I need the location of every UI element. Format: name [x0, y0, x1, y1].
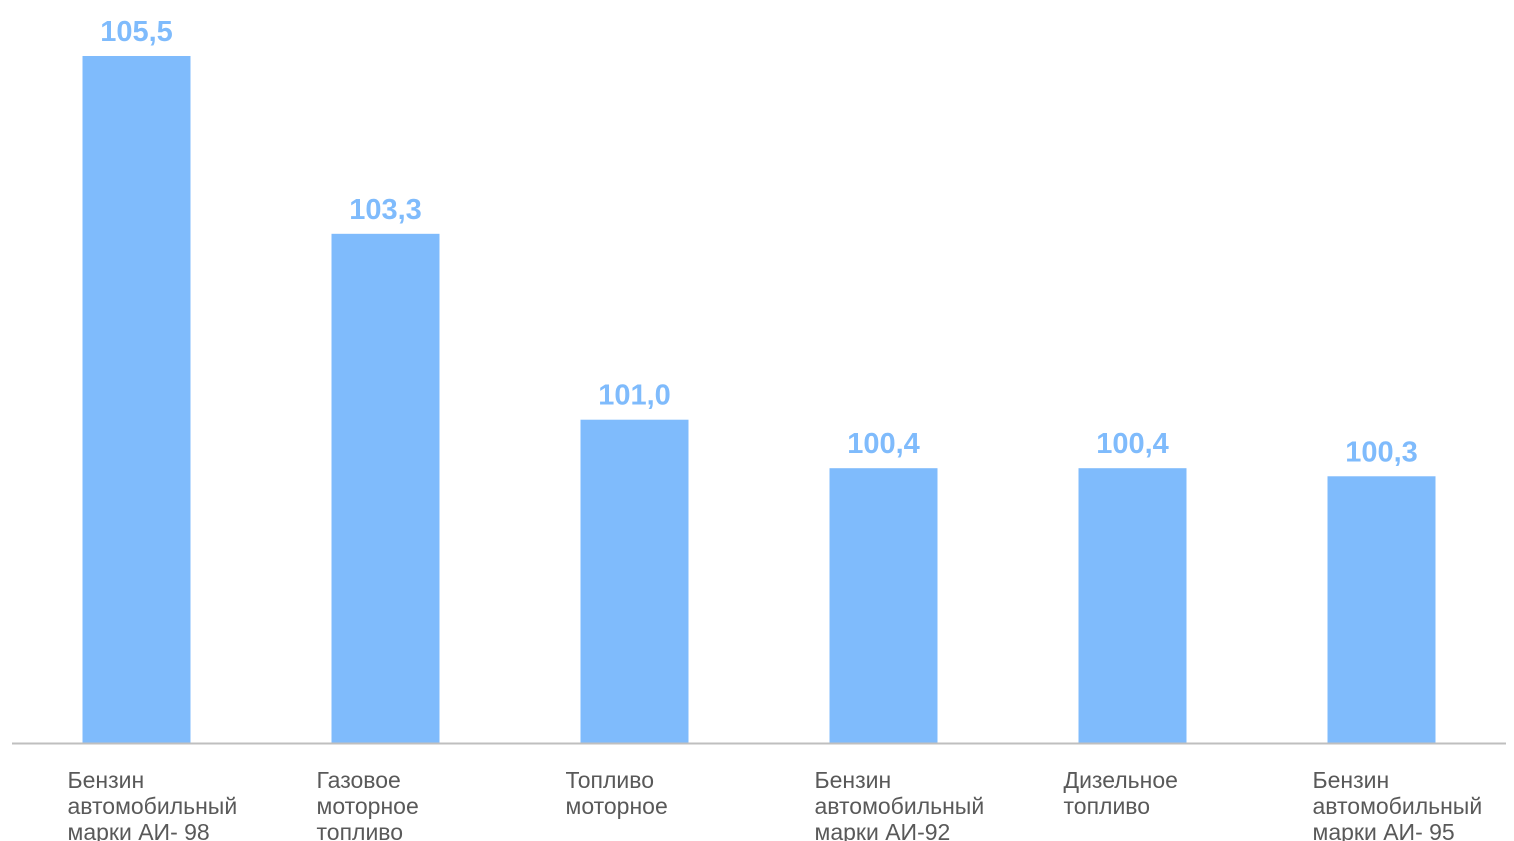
category-label-line: автомобильный [1313, 793, 1483, 819]
category-label-line: моторное [566, 793, 668, 819]
bars-group [82, 56, 1436, 743]
category-label-line: моторное [317, 793, 419, 819]
category-label-6: Бензин автомобильный марки АИ- 95 [1313, 767, 1483, 841]
category-label-line: Бензин [68, 767, 145, 793]
bar-1 [82, 56, 191, 743]
category-label-line: марки АИ-92 [815, 819, 951, 841]
category-label-line: Дизельное [1064, 767, 1178, 793]
category-label-line: автомобильный [815, 793, 985, 819]
category-label-line: Газовое [317, 767, 401, 793]
category-label-line: марки АИ- 95 [1313, 819, 1455, 841]
bar-5 [1078, 468, 1187, 743]
category-label-2: Газовое моторное топливо [317, 767, 419, 841]
value-label-1: 105,5 [100, 16, 173, 48]
bar-3 [580, 419, 689, 743]
category-label-line: автомобильный [68, 793, 238, 819]
category-label-1: Бензин автомобильный марки АИ- 98 [68, 767, 238, 841]
category-label-5: Дизельное топливо [1064, 767, 1178, 819]
bar-6 [1327, 476, 1436, 743]
bar-4 [829, 468, 938, 743]
value-labels-group: 105,5 103,3 101,0 100,4 100,4 100,3 [100, 16, 1418, 468]
value-label-2: 103,3 [349, 194, 422, 226]
value-label-6: 100,3 [1345, 436, 1418, 468]
category-label-line: Бензин [1313, 767, 1390, 793]
category-label-line: Бензин [815, 767, 892, 793]
category-label-line: топливо [1064, 793, 1151, 819]
value-label-3: 101,0 [598, 380, 671, 412]
category-label-line: топливо [317, 819, 404, 841]
value-label-5: 100,4 [1096, 428, 1169, 460]
bar-2 [331, 233, 440, 743]
category-label-line: марки АИ- 98 [68, 819, 210, 841]
category-label-3: Топливо моторное [566, 767, 668, 819]
value-label-4: 100,4 [847, 428, 920, 460]
category-label-line: Топливо [566, 767, 655, 793]
category-label-4: Бензин автомобильный марки АИ-92 [815, 767, 985, 841]
